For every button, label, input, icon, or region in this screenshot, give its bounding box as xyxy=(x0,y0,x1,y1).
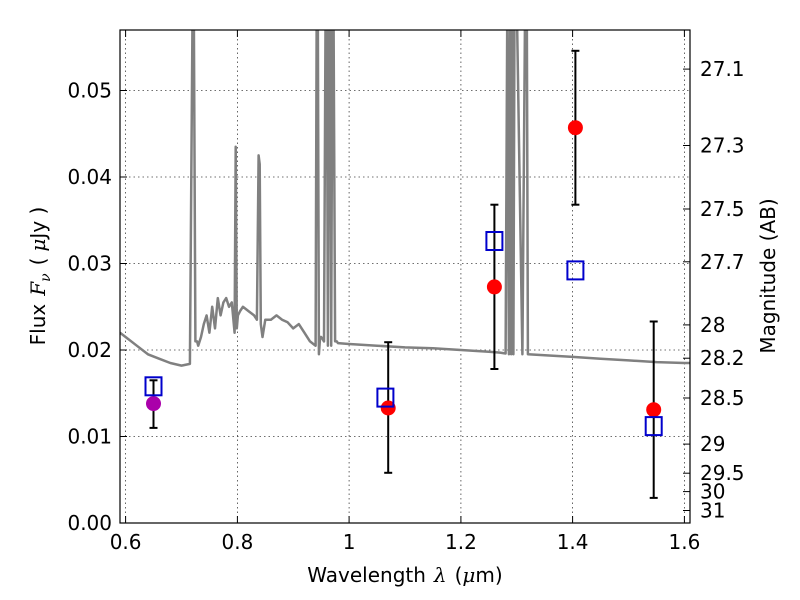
model-spectrum-line xyxy=(120,30,690,367)
data-point-circle xyxy=(486,279,502,295)
x-axis-unit-mu: μ xyxy=(462,563,475,587)
data-point-square xyxy=(144,376,163,397)
x-tick-label: 1.2 xyxy=(445,530,477,554)
data-point-square xyxy=(566,260,585,281)
data-point-square xyxy=(485,231,504,251)
y2-tick-label: 29 xyxy=(700,432,725,456)
y-tick-label: 0.04 xyxy=(67,165,112,189)
y2-tick-label: 27.7 xyxy=(700,250,745,274)
y-tick-label: 0.03 xyxy=(67,252,112,276)
y2-tick-label: 28.2 xyxy=(700,346,745,370)
y-axis-unit-rest: Jy ) xyxy=(26,207,50,241)
y-tick-label: 0.00 xyxy=(67,511,112,535)
x-tick-label: 0.6 xyxy=(110,530,142,554)
x-tick-label: 0.8 xyxy=(221,530,253,554)
y2-tick-label: 28 xyxy=(700,313,725,337)
y-axis-unit-mu: μ xyxy=(26,239,50,252)
y-axis-unit-open: ( xyxy=(26,258,50,266)
y2-tick-label: 31 xyxy=(700,499,725,523)
axis-ticks: 0.6 0.8 1 1.2 1.4 1.6 0.00 0.01 0.02 0.03 0.04 0.05… xyxy=(67,30,745,554)
y-tick-label: 0.02 xyxy=(67,338,112,362)
y-axis-symbol: F xyxy=(26,281,50,297)
y2-tick-label: 28.5 xyxy=(700,386,745,410)
data-points-layer xyxy=(144,49,663,499)
y-tick-label: 0.01 xyxy=(67,425,112,449)
data-point-circle xyxy=(646,402,662,418)
y2-tick-label: 27.3 xyxy=(700,134,745,158)
x-tick-label: 1 xyxy=(343,530,356,554)
data-point-circle xyxy=(146,396,161,412)
x-axis-title: Wavelength λ (μm) xyxy=(307,563,502,587)
data-point-circle xyxy=(380,400,396,416)
x-axis-unit-open: ( xyxy=(455,563,463,587)
x-axis-prefix: Wavelength xyxy=(307,563,426,587)
y2-tick-label: 27.5 xyxy=(700,197,745,221)
x-tick-label: 1.6 xyxy=(668,530,700,554)
data-point-square xyxy=(376,387,395,408)
x-tick-label: 1.4 xyxy=(557,530,589,554)
y2-axis-title: Magnitude (AB) xyxy=(756,198,780,353)
grid-lines xyxy=(120,30,690,524)
x-axis-unit-rest: m) xyxy=(475,563,502,587)
y-axis-subscript: ν xyxy=(38,273,54,282)
x-axis-symbol: λ xyxy=(433,563,447,587)
y2-tick-label: 29.5 xyxy=(700,461,745,485)
plot-frame xyxy=(119,29,691,524)
y-axis-prefix: Flux xyxy=(26,304,50,346)
y2-tick-label: 30 xyxy=(700,480,725,504)
data-point-square xyxy=(644,416,663,437)
y-tick-label: 0.05 xyxy=(67,79,112,103)
model-spectrum-layer xyxy=(120,30,690,367)
data-point-circle xyxy=(567,120,583,136)
y2-tick-label: 27.1 xyxy=(700,57,745,81)
y-axis-title: Flux Fν ( μJy ) xyxy=(26,207,54,346)
